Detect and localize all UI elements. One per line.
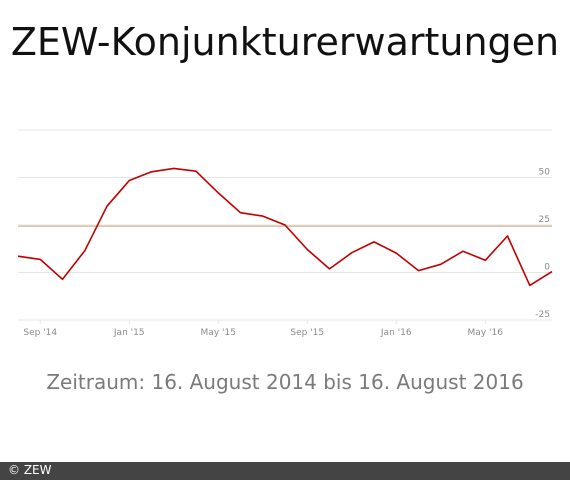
y-tick-label: 50 [539, 168, 551, 178]
data-point [106, 205, 108, 207]
footer-bar: © ZEW [0, 462, 570, 480]
data-point [306, 249, 308, 251]
data-point [284, 224, 286, 226]
data-point [128, 180, 130, 182]
data-point [373, 241, 375, 243]
data-point [84, 250, 86, 252]
data-point [17, 255, 19, 257]
line-chart: 50 25 0 -25 Sep '14 Jan '15 May '15 Sep '15 Jan … [17, 129, 553, 338]
series-line [17, 167, 553, 287]
y-tick-label: -25 [535, 310, 550, 320]
data-point [329, 268, 331, 270]
data-point [507, 235, 509, 237]
y-tick-label: 0 [544, 263, 550, 273]
x-tick-label: Jan '16 [380, 328, 412, 338]
data-point [551, 271, 553, 273]
data-point [418, 270, 420, 272]
data-point [395, 252, 397, 254]
period-subtitle: Zeitraum: 16. August 2014 bis 16. August… [46, 370, 524, 394]
data-point [529, 285, 531, 287]
data-point [440, 264, 442, 266]
data-point [462, 250, 464, 252]
data-point [484, 260, 486, 262]
data-point [173, 168, 175, 170]
x-tick-label: Sep '14 [23, 328, 57, 338]
data-point [240, 212, 242, 214]
data-point [195, 170, 197, 172]
data-point [217, 192, 219, 194]
y-tick-label: 25 [539, 215, 550, 225]
copyright-label: © ZEW [8, 463, 52, 477]
data-point [262, 215, 264, 217]
x-tick-label: Sep '15 [290, 328, 324, 338]
chart-title: ZEW-Konjunkturerwartungen [10, 20, 560, 64]
x-tick-label: Jan '15 [113, 328, 145, 338]
data-point [151, 171, 153, 173]
x-tick-label: May '15 [201, 328, 236, 338]
data-point [351, 252, 353, 254]
data-point [39, 259, 41, 261]
x-tick-label: May '16 [468, 328, 504, 338]
data-point [62, 279, 64, 281]
